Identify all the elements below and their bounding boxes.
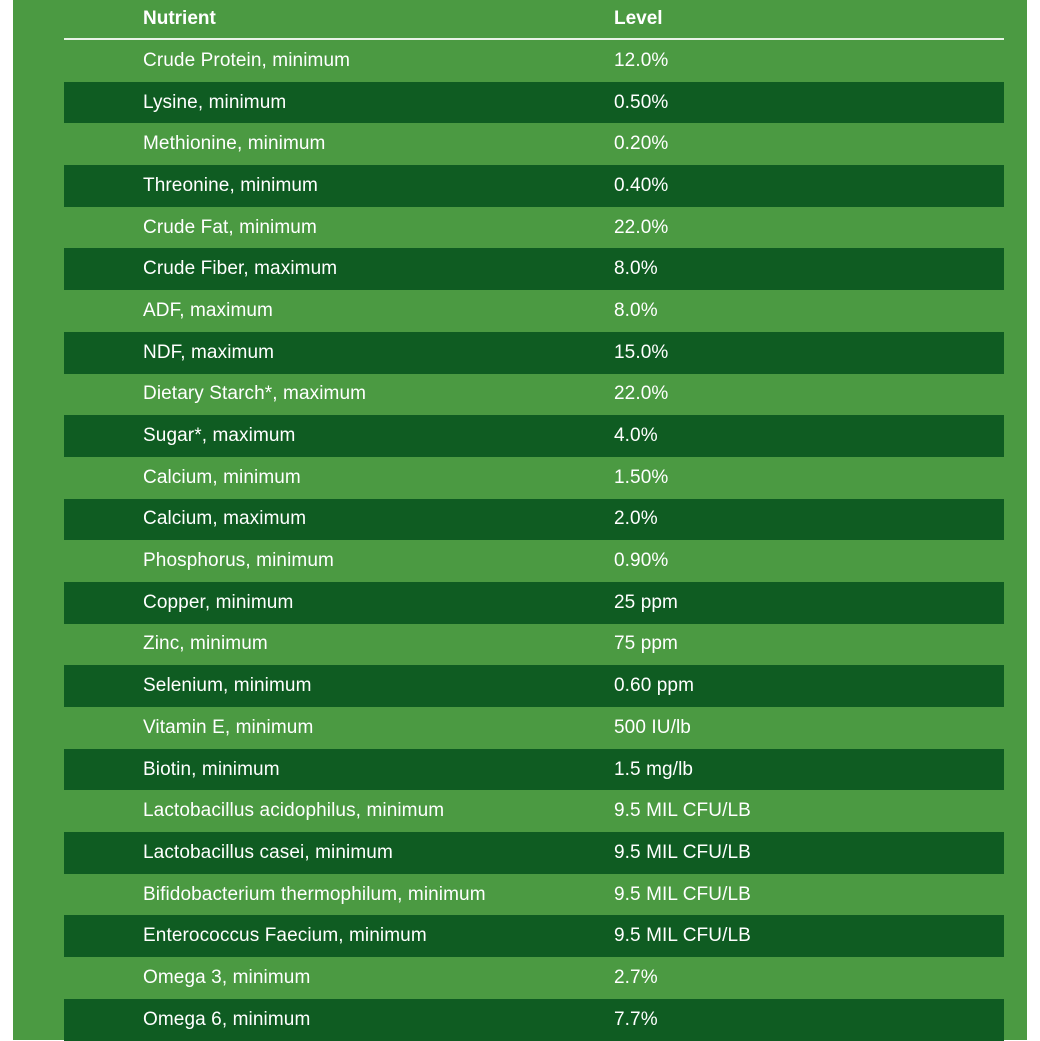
nutrient-cell: Omega 3, minimum xyxy=(143,966,311,988)
nutrient-cell: Lactobacillus casei, minimum xyxy=(143,841,393,863)
level-cell: 0.20% xyxy=(614,133,669,155)
table-row: Phosphorus, minimum 0.90% xyxy=(64,540,1004,582)
level-cell: 1.5 mg/lb xyxy=(614,758,694,780)
level-cell: 2.7% xyxy=(614,966,658,988)
level-cell: 500 IU/lb xyxy=(614,716,691,738)
nutrient-cell: Copper, minimum xyxy=(143,591,294,613)
table-row: Calcium, minimum 1.50% xyxy=(64,457,1004,499)
level-cell: 2.0% xyxy=(614,508,658,530)
level-cell: 9.5 MIL CFU/LB xyxy=(614,800,751,822)
level-cell: 15.0% xyxy=(614,341,669,363)
table-row: Sugar*, maximum 4.0% xyxy=(64,415,1004,457)
table-row: Crude Fat, minimum 22.0% xyxy=(64,207,1004,249)
level-cell: 1.50% xyxy=(614,466,669,488)
table-row: Lysine, minimum 0.50% xyxy=(64,81,1004,124)
level-cell: 22.0% xyxy=(614,216,669,238)
table-row: Dietary Starch*, maximum 22.0% xyxy=(64,374,1004,416)
nutrient-table: Nutrient Level Crude Protein, minimum 12.… xyxy=(64,0,1004,1041)
nutrient-cell: Calcium, maximum xyxy=(143,508,307,530)
table-row: Omega 3, minimum 2.7% xyxy=(64,957,1004,999)
nutrient-cell: Dietary Starch*, maximum xyxy=(143,383,367,405)
table-row: NDF, maximum 15.0% xyxy=(64,331,1004,374)
table-row: Zinc, minimum 75 ppm xyxy=(64,624,1004,666)
nutrient-cell: Phosphorus, minimum xyxy=(143,550,334,572)
nutrient-cell: Zinc, minimum xyxy=(143,633,268,655)
table-row: Selenium, minimum 0.60 ppm xyxy=(64,665,1004,707)
nutrient-cell: Crude Fiber, maximum xyxy=(143,258,338,280)
table-row: Biotin, minimum 1.5 mg/lb xyxy=(64,748,1004,791)
nutrient-cell: Sugar*, maximum xyxy=(143,425,296,447)
level-cell: 9.5 MIL CFU/LB xyxy=(614,841,751,863)
level-cell: 0.50% xyxy=(614,91,669,113)
nutrient-cell: Threonine, minimum xyxy=(143,174,318,196)
table-body: Crude Protein, minimum 12.0% Lysine, minim… xyxy=(64,40,1004,1041)
nutrient-cell: Vitamin E, minimum xyxy=(143,716,314,738)
level-cell: 9.5 MIL CFU/LB xyxy=(614,883,751,905)
nutrient-cell: Lysine, minimum xyxy=(143,91,287,113)
level-cell: 22.0% xyxy=(614,383,669,405)
level-cell: 0.60 ppm xyxy=(614,675,695,697)
level-cell: 8.0% xyxy=(614,258,658,280)
nutrient-cell: Methionine, minimum xyxy=(143,133,326,155)
table-row: Threonine, minimum 0.40% xyxy=(64,165,1004,207)
table-row: Copper, minimum 25 ppm xyxy=(64,581,1004,624)
nutrient-cell: Biotin, minimum xyxy=(143,758,280,780)
level-cell: 12.0% xyxy=(614,49,669,71)
nutrient-cell: Calcium, minimum xyxy=(143,466,301,488)
level-cell: 25 ppm xyxy=(614,591,678,613)
nutrient-cell: Crude Fat, minimum xyxy=(143,216,317,238)
table-row: Crude Fiber, maximum 8.0% xyxy=(64,248,1004,291)
nutrient-cell: Omega 6, minimum xyxy=(143,1008,311,1030)
table-row: Methionine, minimum 0.20% xyxy=(64,123,1004,165)
table-header: Nutrient Level xyxy=(64,0,1004,40)
nutrient-cell: Crude Protein, minimum xyxy=(143,49,351,71)
level-cell: 9.5 MIL CFU/LB xyxy=(614,925,751,947)
level-cell: 75 ppm xyxy=(614,633,678,655)
nutrient-cell: Enterococcus Faecium, minimum xyxy=(143,925,427,947)
table-row: Lactobacillus casei, minimum 9.5 MIL CFU/… xyxy=(64,832,1004,874)
table-row: Enterococcus Faecium, minimum 9.5 MIL CFU… xyxy=(64,915,1004,958)
nutrient-cell: Bifidobacterium thermophilum, minimum xyxy=(143,883,486,905)
level-cell: 8.0% xyxy=(614,299,658,321)
nutrient-panel: Nutrient Level Crude Protein, minimum 12.… xyxy=(13,0,1027,1041)
table-row: ADF, maximum 8.0% xyxy=(64,290,1004,332)
table-row: Calcium, maximum 2.0% xyxy=(64,498,1004,541)
level-cell: 0.90% xyxy=(614,550,669,572)
table-row: Vitamin E, minimum 500 IU/lb xyxy=(64,707,1004,749)
table-row: Crude Protein, minimum 12.0% xyxy=(64,40,1004,82)
table-row: Bifidobacterium thermophilum, minimum 9.5… xyxy=(64,874,1004,916)
header-nutrient: Nutrient xyxy=(143,8,216,29)
table-row: Omega 6, minimum 7.7% xyxy=(64,998,1004,1041)
nutrient-cell: NDF, maximum xyxy=(143,341,275,363)
level-cell: 4.0% xyxy=(614,425,658,447)
nutrient-cell: ADF, maximum xyxy=(143,299,273,321)
table-row: Lactobacillus acidophilus, minimum 9.5 MI… xyxy=(64,790,1004,832)
header-level: Level xyxy=(614,8,663,29)
nutrient-cell: Lactobacillus acidophilus, minimum xyxy=(143,800,445,822)
nutrient-cell: Selenium, minimum xyxy=(143,675,312,697)
level-cell: 0.40% xyxy=(614,174,669,196)
level-cell: 7.7% xyxy=(614,1008,658,1030)
